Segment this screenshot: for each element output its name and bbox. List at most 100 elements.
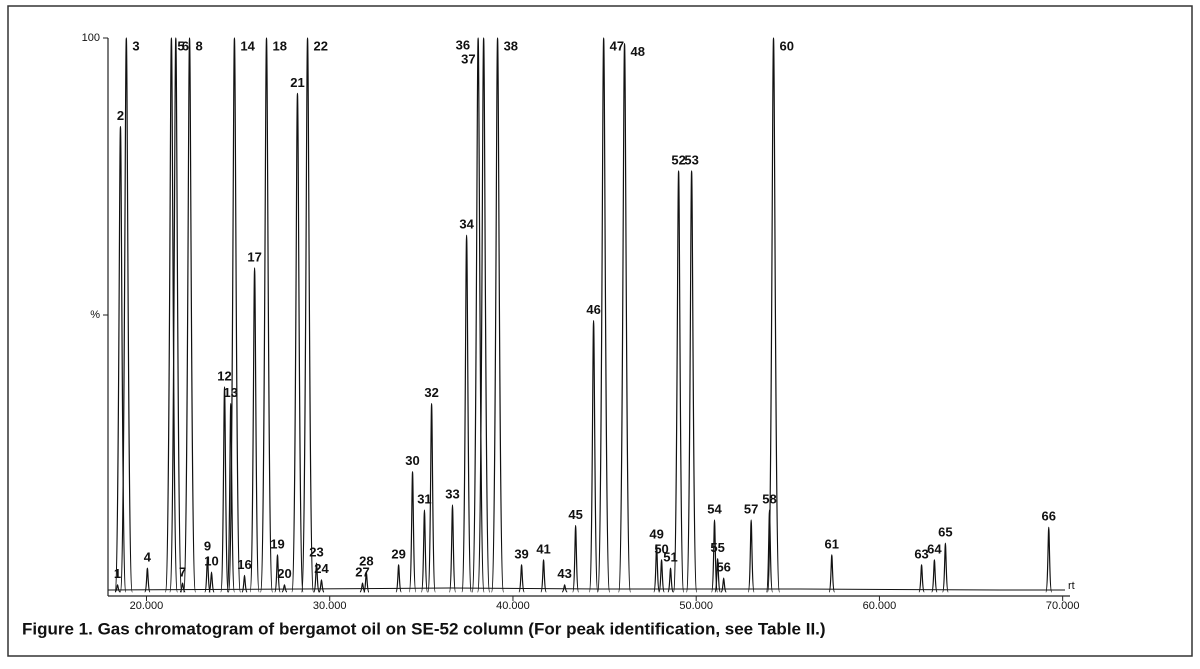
y-tick-label: % xyxy=(90,309,100,321)
peak xyxy=(561,584,568,593)
peak-label: 52 xyxy=(671,152,685,167)
peak xyxy=(408,471,417,593)
peak xyxy=(119,37,133,593)
peak-label: 47 xyxy=(610,38,624,53)
peak xyxy=(363,571,370,593)
peak-label: 9 xyxy=(204,539,211,554)
x-tick-label: 30.000 xyxy=(313,600,347,612)
peak-label: 22 xyxy=(314,38,328,53)
peak xyxy=(249,267,260,593)
peak-label: 17 xyxy=(247,249,261,264)
peak xyxy=(617,42,632,593)
peak-label: 55 xyxy=(710,540,724,555)
peak-label: 32 xyxy=(424,385,438,400)
peak-label: 13 xyxy=(224,385,238,400)
peak xyxy=(114,584,121,593)
peak-label: 6 xyxy=(182,38,189,53)
peak xyxy=(941,542,949,593)
peak xyxy=(259,37,274,593)
x-tick-label: 60.000 xyxy=(863,600,897,612)
peak-label: 41 xyxy=(536,541,550,556)
peak xyxy=(395,564,402,593)
x-tick-label: 50.000 xyxy=(679,600,713,612)
peak-label: 33 xyxy=(445,486,459,501)
peak xyxy=(667,567,674,593)
peak-label: 65 xyxy=(938,525,952,540)
peak-label: 48 xyxy=(631,44,645,59)
peak-label: 31 xyxy=(417,491,431,506)
peak xyxy=(1045,526,1053,593)
peak-label: 28 xyxy=(359,553,373,568)
peak-label: 23 xyxy=(309,545,323,560)
peak xyxy=(220,386,229,593)
peak xyxy=(588,319,599,593)
peak-label: 10 xyxy=(204,553,218,568)
peak-label: 21 xyxy=(290,75,304,90)
peak xyxy=(685,170,698,593)
peak-label: 36 xyxy=(456,37,470,52)
peak xyxy=(227,37,242,593)
peak xyxy=(274,554,281,593)
peak-label: 54 xyxy=(707,501,722,516)
peak xyxy=(359,582,366,593)
peak xyxy=(931,559,938,593)
frame xyxy=(7,5,1193,657)
peak xyxy=(720,577,727,593)
peak xyxy=(518,564,525,593)
peak xyxy=(226,403,236,593)
peak-label: 49 xyxy=(649,526,663,541)
peak xyxy=(241,574,248,593)
x-tick-label: 70.000 xyxy=(1046,600,1080,612)
peak-label: 20 xyxy=(277,566,291,581)
peak xyxy=(710,519,719,593)
peak xyxy=(169,37,183,593)
baseline xyxy=(107,587,1065,591)
peak-label: 56 xyxy=(716,560,730,575)
peak xyxy=(281,584,288,593)
peak-label: 29 xyxy=(391,546,405,561)
peak-label: 16 xyxy=(237,557,251,572)
x-tick-label: 20.000 xyxy=(130,600,164,612)
peak-label: 58 xyxy=(762,491,776,506)
peak xyxy=(318,579,325,593)
peak xyxy=(747,519,755,593)
peak-label: 43 xyxy=(557,566,571,581)
peak-label: 38 xyxy=(504,38,518,53)
peak xyxy=(164,37,178,593)
peak-label: 63 xyxy=(914,546,928,561)
peak-label: 24 xyxy=(314,561,329,576)
peak-label: 8 xyxy=(196,38,203,53)
peak xyxy=(540,559,547,593)
peak-label: 12 xyxy=(217,368,231,383)
peak xyxy=(714,558,721,593)
peak xyxy=(490,37,505,593)
peak xyxy=(208,571,215,593)
peak-label: 1 xyxy=(114,566,121,581)
peak xyxy=(918,564,925,593)
peak-label: 3 xyxy=(132,38,139,53)
peak xyxy=(204,556,211,593)
peak xyxy=(477,37,491,593)
peak-label: 18 xyxy=(273,38,287,53)
peak xyxy=(420,509,429,593)
peak xyxy=(828,554,836,593)
x-tick-label: 40.000 xyxy=(496,600,530,612)
peak-label: 60 xyxy=(780,38,794,53)
peak-label: 19 xyxy=(270,536,284,551)
peak xyxy=(461,234,472,593)
peak-label: 45 xyxy=(568,507,582,522)
peak-label: 39 xyxy=(514,546,528,561)
peak-label: 53 xyxy=(684,152,698,167)
peak xyxy=(144,567,151,593)
x-axis-label: rt xyxy=(1068,580,1075,592)
peak xyxy=(313,562,320,593)
peak-label: 37 xyxy=(461,51,475,66)
peak xyxy=(448,504,457,593)
peak-label: 46 xyxy=(586,302,600,317)
peak-label: 4 xyxy=(144,550,152,565)
peak-label: 50 xyxy=(654,541,668,556)
peak xyxy=(291,92,304,593)
peak-label: 14 xyxy=(240,38,255,53)
peak-label: 51 xyxy=(663,550,677,565)
